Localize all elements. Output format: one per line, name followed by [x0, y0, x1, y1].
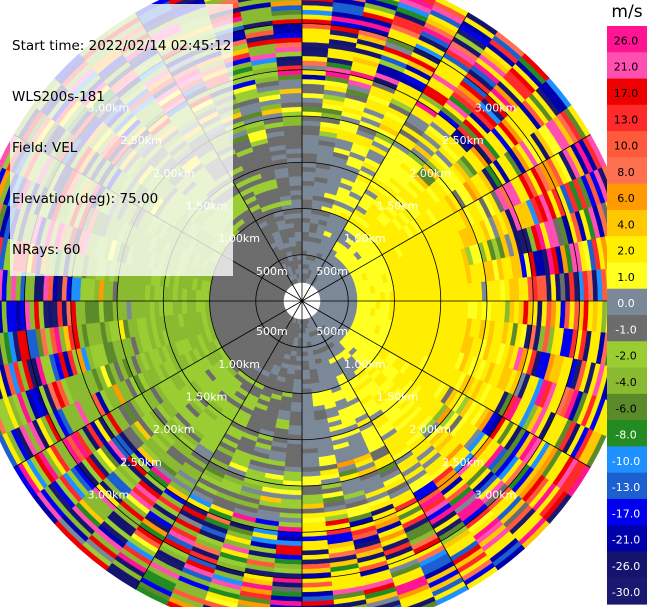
colorbar-tick-label: 13.0: [614, 113, 639, 126]
colorbar-tick-label: -17.0: [612, 507, 640, 520]
velocity-cell: [301, 0, 334, 3]
velocity-cell: [351, 0, 367, 3]
colorbar-tick-label: 21.0: [614, 61, 639, 74]
velocity-cell: [392, 0, 401, 3]
colorbar-tick-label: 2.0: [617, 245, 635, 258]
colorbar-tick-label: 10.0: [614, 140, 639, 153]
colorbar-tick-label: -21.0: [612, 534, 640, 547]
colorbar-title: m/s: [611, 2, 642, 22]
colorbar-tick-label: -6.0: [615, 402, 636, 415]
colorbar-tick-label: 26.0: [614, 34, 639, 47]
colorbar-tick-label: -1.0: [615, 323, 636, 336]
colorbar-tick-label: -4.0: [615, 376, 636, 389]
colorbar-tick-label: -13.0: [612, 481, 640, 494]
colorbar-tick-label: -2.0: [615, 350, 636, 363]
colorbar-tick-label: -30.0: [612, 586, 640, 599]
velocity-cell: [432, 0, 437, 2]
colorbar-tick-label: -10.0: [612, 455, 640, 468]
colorbar-tick-label: 0.0: [617, 297, 635, 310]
colorbar-tick-label: -8.0: [615, 429, 636, 442]
colorbar-tick-label: 6.0: [617, 192, 635, 205]
colorbar-tick-label: 1.0: [617, 271, 635, 284]
colorbar-tick-label: 17.0: [614, 87, 639, 100]
colorbar-tick-label: 8.0: [617, 166, 635, 179]
colorbar-tick-label: -26.0: [612, 560, 640, 573]
colorbar-tick-label: 4.0: [617, 218, 635, 231]
